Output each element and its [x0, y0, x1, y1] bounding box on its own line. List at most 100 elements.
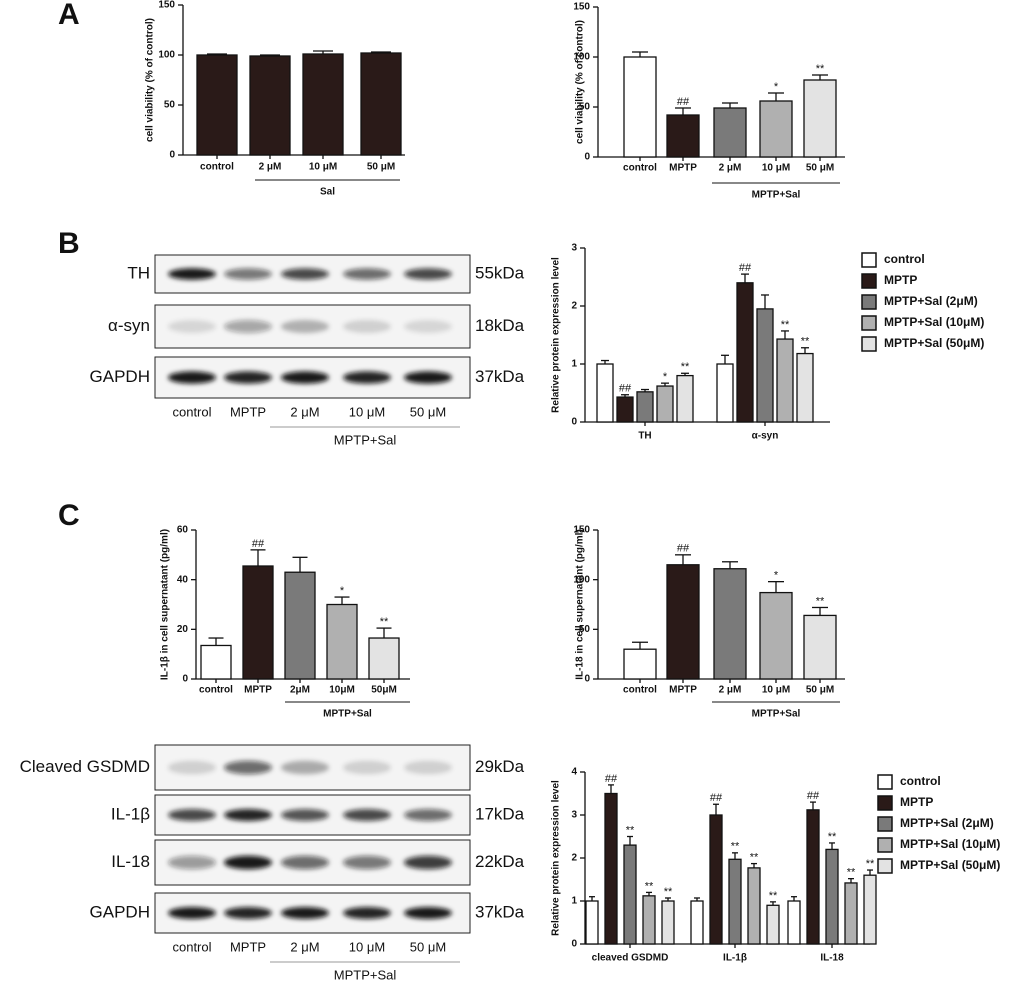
y-tick-label: 1 — [571, 359, 577, 370]
x-tick-label: control — [200, 162, 234, 173]
significance-label: ## — [710, 792, 723, 804]
x-tick-label: MPTP — [244, 685, 272, 696]
blot-band — [281, 855, 329, 870]
bar — [604, 792, 618, 945]
blot-band — [404, 371, 452, 384]
significance-label: ** — [801, 336, 810, 348]
bar — [642, 895, 656, 945]
blot-row-label: TH — [127, 263, 150, 282]
group-label: MPTP+Sal — [334, 432, 397, 447]
bar — [776, 338, 794, 423]
y-tick-label: 60 — [177, 525, 189, 536]
y-tick-label: 1 — [571, 896, 577, 907]
legend-swatch — [861, 252, 877, 268]
blot-band — [404, 320, 452, 333]
y-tick-label: 50 — [579, 102, 591, 113]
significance-label: * — [774, 570, 779, 582]
bar — [636, 391, 654, 423]
bar — [623, 648, 657, 680]
blot-band — [224, 760, 272, 775]
significance-label: ** — [816, 63, 825, 75]
blot-band — [224, 809, 272, 821]
group-label: MPTP+Sal — [752, 190, 801, 201]
blot-band — [224, 320, 272, 333]
bar — [825, 848, 839, 945]
y-tick-label: 150 — [573, 525, 590, 536]
blot-band — [343, 809, 391, 821]
y-tick-label: 0 — [571, 417, 577, 428]
blot-row-label: α-syn — [108, 316, 150, 335]
bar — [759, 591, 793, 680]
bar — [368, 637, 400, 680]
lane-label: 10 μM — [349, 939, 385, 954]
bar — [616, 396, 634, 423]
lane-label: 2 μM — [290, 939, 319, 954]
y-tick-label: 0 — [182, 674, 188, 685]
blot-band — [404, 760, 452, 775]
western-blot: TH 55kDa α-syn 18kDa GAPDH 37kDa control MPTP 2 … — [90, 254, 525, 447]
legend-label: MPTP+Sal (50μM) — [900, 858, 1000, 872]
legend-swatch — [861, 273, 877, 289]
blot-band — [281, 907, 329, 919]
significance-label: ** — [380, 616, 389, 628]
blot-band — [404, 268, 452, 280]
bar — [728, 858, 742, 945]
significance-label: ## — [677, 96, 690, 108]
bar — [284, 571, 316, 680]
x-tick-label: 50μM — [371, 685, 397, 696]
blot-band — [224, 268, 272, 280]
significance-label: ## — [807, 790, 820, 802]
legend-swatch — [877, 837, 893, 853]
lane-label: 2 μM — [290, 404, 319, 419]
significance-label: ** — [645, 880, 654, 892]
y-tick-label: 100 — [573, 574, 590, 585]
significance-label: ** — [769, 890, 778, 902]
y-tick-label: 0 — [584, 152, 590, 163]
x-tick-label: 10 μM — [309, 162, 337, 173]
significance-label: ## — [252, 538, 265, 550]
bar — [249, 55, 291, 156]
y-tick-label: 150 — [158, 0, 175, 11]
significance-label: ** — [626, 824, 635, 836]
bar — [676, 374, 694, 423]
blot-band — [343, 855, 391, 870]
bar — [844, 882, 858, 945]
significance-label: * — [340, 585, 345, 597]
bar — [713, 107, 747, 158]
y-tick-label: 3 — [571, 243, 577, 254]
blot-size-label: 37kDa — [475, 367, 525, 386]
lane-label: MPTP — [230, 404, 266, 419]
blot-size-label: 18kDa — [475, 316, 525, 335]
bar — [759, 100, 793, 158]
y-tick-label: 50 — [164, 100, 176, 111]
bar — [242, 565, 274, 680]
significance-label: ## — [677, 543, 690, 555]
bar — [863, 874, 877, 945]
lane-label: 10 μM — [349, 404, 385, 419]
legend-label: MPTP+Sal (10μM) — [884, 315, 984, 329]
y-tick-label: 100 — [573, 52, 590, 63]
legend-label: MPTP+Sal (2μM) — [884, 294, 978, 308]
blot-size-label: 17kDa — [475, 804, 525, 823]
y-tick-label: 150 — [573, 2, 590, 13]
bar — [200, 644, 232, 680]
panel-letter: A — [58, 0, 80, 31]
x-tick-label: control — [623, 163, 657, 174]
blot-band — [281, 371, 329, 384]
lane-label: control — [172, 939, 211, 954]
blot-row-label: Cleaved GSDMD — [20, 757, 150, 776]
x-tick-label: 50 μM — [367, 162, 395, 173]
significance-label: ** — [866, 858, 875, 870]
legend-label: MPTP — [900, 795, 933, 809]
blot-band — [281, 760, 329, 775]
bar — [666, 114, 700, 158]
bar — [709, 814, 723, 945]
bar — [666, 564, 700, 680]
legend-label: MPTP+Sal (10μM) — [900, 837, 1000, 851]
lane-label: 50 μM — [410, 404, 446, 419]
bar — [656, 385, 674, 423]
blot-row-label: IL-18 — [111, 852, 150, 871]
blot-band — [168, 809, 216, 821]
blot-band — [343, 907, 391, 919]
